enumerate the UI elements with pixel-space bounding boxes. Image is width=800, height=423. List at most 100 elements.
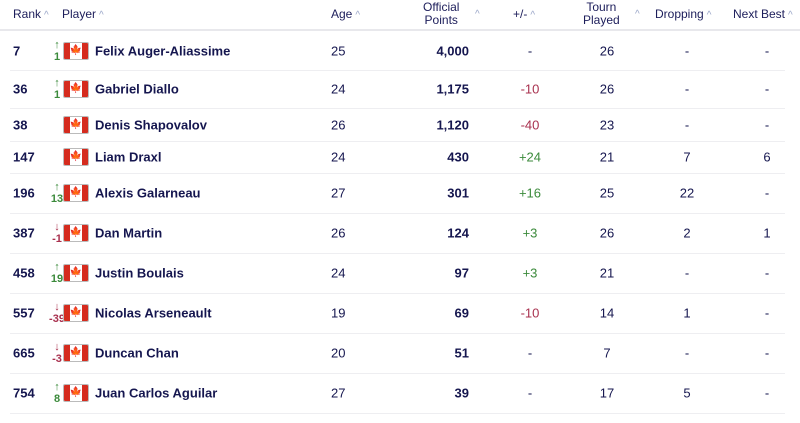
dropping: -	[684, 265, 690, 281]
canada-flag-icon: 🍁	[63, 304, 89, 322]
sort-player[interactable]: Player ^	[62, 7, 104, 22]
next-best: -	[764, 265, 770, 281]
sort-plusminus[interactable]: +/- ^	[513, 7, 536, 22]
table-row[interactable]: 754 ↑ 8 🍁 Juan Carlos Aguilar 27 39 - 17 5…	[10, 373, 785, 414]
arrow-up-icon: ↑	[54, 261, 60, 273]
official-points: 4,000	[436, 43, 469, 58]
arrow-down-icon: ↓	[54, 301, 60, 313]
table-row[interactable]: 458 ↑ 19 🍁 Justin Boulais 24 97 +3 21 - -	[10, 253, 785, 294]
points-change: -	[527, 43, 533, 58]
rank-movement: ↑ 1	[48, 39, 66, 63]
player-name-link[interactable]: Alexis Galarneau	[95, 185, 201, 201]
canada-flag-icon: 🍁	[63, 184, 89, 202]
table-row[interactable]: 557 ↓ -39 🍁 Nicolas Arseneault 19 69 -10 1…	[10, 293, 785, 334]
sort-caret-icon: ^	[788, 10, 793, 21]
arrow-up-icon: ↑	[54, 381, 60, 393]
points-change: +3	[522, 265, 538, 281]
points-change: -	[527, 345, 533, 361]
age: 27	[331, 185, 346, 201]
sort-tourn-played[interactable]: Tourn Played	[583, 0, 620, 27]
canada-flag-icon: 🍁	[63, 264, 89, 282]
rank: 458	[13, 265, 35, 281]
sort-caret-icon: ^	[99, 10, 104, 21]
age: 27	[331, 385, 346, 401]
table-row[interactable]: 196 ↑ 13 🍁 Alexis Galarneau 27 301 +16 25 …	[10, 173, 785, 214]
arrow-down-icon: ↓	[54, 221, 60, 233]
next-best: -	[764, 43, 770, 58]
sort-caret-icon[interactable]: ^	[635, 9, 640, 20]
official-points: 1,120	[436, 117, 469, 132]
rank: 147	[13, 149, 35, 165]
sort-age[interactable]: Age ^	[331, 7, 361, 22]
rank: 196	[13, 185, 35, 201]
sort-rank[interactable]: Rank ^	[13, 7, 49, 22]
dropping: -	[684, 81, 690, 97]
table-header: Rank ^ Player ^ Age ^ Official Points ^ +/- ^…	[0, 0, 800, 31]
canada-flag-icon: 🍁	[63, 344, 89, 362]
table-row[interactable]: 387 ↓ -1 🍁 Dan Martin 26 124 +3 26 2 1	[10, 213, 785, 254]
arrow-up-icon: ↑	[54, 77, 60, 89]
table-row[interactable]: 38 🍁 Denis Shapovalov 26 1,120 -40 23 - …	[10, 108, 785, 142]
next-best: -	[764, 81, 770, 97]
table-row[interactable]: 36 ↑ 1 🍁 Gabriel Diallo 24 1,175 -10 26 - …	[10, 70, 785, 109]
dropping: -	[684, 117, 690, 132]
dropping: 1	[683, 305, 691, 321]
sort-caret-icon[interactable]: ^	[475, 9, 480, 20]
sort-caret-icon: ^	[44, 10, 49, 21]
official-points: 69	[454, 305, 469, 321]
official-points: 430	[447, 149, 469, 165]
tournaments-played: 26	[599, 43, 615, 58]
sort-dropping[interactable]: Dropping ^	[655, 7, 712, 22]
rank: 36	[13, 81, 28, 97]
player-name-link[interactable]: Gabriel Diallo	[95, 81, 179, 97]
age: 25	[331, 43, 346, 58]
next-best: -	[764, 185, 770, 201]
sort-points[interactable]: Official Points	[423, 0, 460, 27]
canada-flag-icon: 🍁	[63, 115, 89, 134]
rank: 387	[13, 225, 35, 241]
official-points: 39	[454, 385, 469, 401]
sort-caret-icon: ^	[530, 10, 536, 21]
player-name-link[interactable]: Duncan Chan	[95, 345, 179, 361]
player-name-link[interactable]: Nicolas Arseneault	[95, 305, 212, 321]
canada-flag-icon: 🍁	[63, 41, 89, 60]
next-best: -	[764, 305, 770, 321]
canada-flag-icon: 🍁	[63, 224, 89, 242]
points-change: +24	[518, 149, 542, 165]
tournaments-played: 21	[599, 265, 615, 281]
player-name-link[interactable]: Denis Shapovalov	[95, 117, 207, 132]
player-name-link[interactable]: Dan Martin	[95, 225, 163, 241]
age: 26	[331, 225, 346, 241]
points-change: -10	[520, 305, 540, 321]
canada-flag-icon: 🍁	[63, 384, 89, 402]
dropping: 7	[683, 149, 691, 165]
arrow-down-icon: ↓	[54, 341, 60, 353]
rank-movement: ↓ -39	[49, 301, 65, 325]
rank-movement: ↑ 8	[48, 381, 66, 405]
table-row[interactable]: 147 🍁 Liam Draxl 24 430 +24 21 7 6	[10, 141, 785, 174]
rank: 665	[13, 345, 35, 361]
age: 19	[331, 305, 346, 321]
player-name-link[interactable]: Liam Draxl	[95, 149, 162, 165]
tournaments-played: 23	[599, 117, 615, 132]
arrow-up-icon: ↑	[54, 38, 60, 51]
rank: 754	[13, 385, 35, 401]
dropping: 22	[679, 185, 695, 201]
next-best: -	[764, 345, 770, 361]
rank: 557	[13, 305, 35, 321]
age: 26	[331, 117, 346, 132]
tournaments-played: 7	[603, 345, 611, 361]
rank-movement: ↓ -1	[48, 221, 66, 245]
table-row[interactable]: 7 ↑ 1 🍁 Felix Auger-Aliassime 25 4,000 - 2…	[10, 31, 785, 71]
player-name-link[interactable]: Juan Carlos Aguilar	[95, 385, 218, 401]
sort-next-best[interactable]: Next Best ^	[733, 7, 793, 22]
table-row[interactable]: 665 ↓ -3 🍁 Duncan Chan 20 51 - 7 - -	[10, 333, 785, 374]
player-name-link[interactable]: Felix Auger-Aliassime	[95, 43, 231, 58]
player-name-link[interactable]: Justin Boulais	[95, 265, 184, 281]
rank-movement: ↑ 13	[48, 181, 66, 205]
next-best: -	[764, 117, 770, 132]
official-points: 1,175	[436, 81, 469, 97]
points-change: -40	[520, 117, 540, 132]
tournaments-played: 17	[599, 385, 615, 401]
sort-caret-icon: ^	[355, 10, 361, 21]
